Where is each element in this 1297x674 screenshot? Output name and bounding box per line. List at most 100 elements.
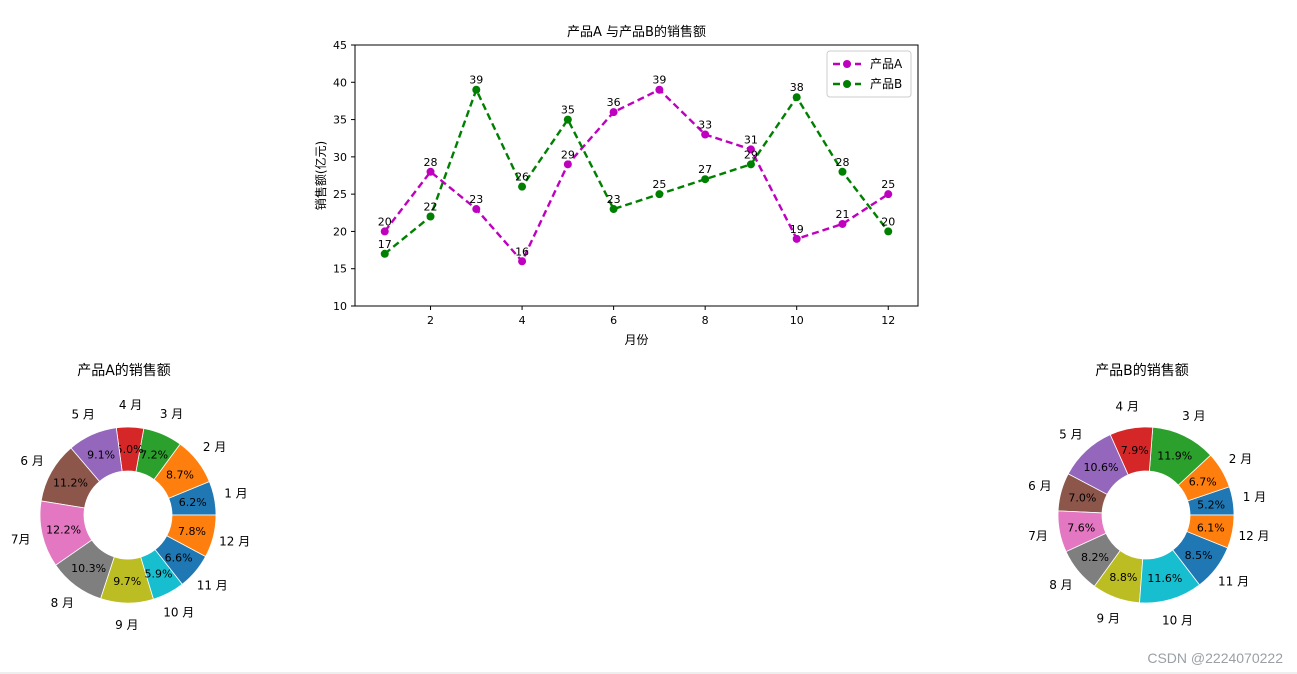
data-point bbox=[655, 85, 664, 94]
slice-category-label: 11 月 bbox=[1218, 575, 1249, 589]
slice-category-label: 12 月 bbox=[219, 535, 250, 549]
slice-percent-label: 11.6% bbox=[1147, 572, 1182, 585]
slice-percent-label: 9.7% bbox=[113, 575, 141, 588]
data-label: 26 bbox=[515, 171, 529, 184]
x-tick-label: 6 bbox=[610, 314, 617, 327]
data-point bbox=[563, 115, 572, 124]
data-point bbox=[884, 227, 893, 236]
slice-percent-label: 7.8% bbox=[178, 525, 206, 538]
slice-category-label: 6 月 bbox=[20, 454, 43, 468]
slice-percent-label: 7.6% bbox=[1067, 522, 1095, 535]
data-point bbox=[563, 160, 572, 169]
slice-category-label: 2 月 bbox=[203, 440, 226, 454]
data-label: 27 bbox=[698, 163, 712, 176]
slice-category-label: 10 月 bbox=[1162, 613, 1193, 627]
slice-category-label: 12 月 bbox=[1238, 529, 1269, 543]
data-point bbox=[518, 257, 527, 266]
slice-percent-label: 7.2% bbox=[140, 448, 168, 461]
slice-category-label: 3 月 bbox=[160, 407, 183, 421]
slice-percent-label: 7.9% bbox=[1121, 444, 1149, 457]
donut-slice bbox=[166, 514, 217, 558]
data-point bbox=[838, 219, 847, 228]
slice-percent-label: 10.6% bbox=[1083, 461, 1118, 474]
slice-percent-label: 8.2% bbox=[1081, 551, 1109, 564]
donut-chart-product-a: 产品A的销售额 6.2% 1 月 8.7% 2 月 7.2% 3 月 5.0% 4 月 9.1% 5… bbox=[11, 363, 250, 632]
page-bottom-divider bbox=[0, 672, 1297, 674]
data-point bbox=[426, 212, 435, 221]
slice-category-label: 7月 bbox=[11, 532, 31, 546]
slice-percent-label: 6.7% bbox=[1189, 475, 1217, 488]
slice-percent-label: 10.3% bbox=[71, 562, 106, 575]
data-label: 38 bbox=[790, 81, 804, 94]
slice-percent-label: 8.7% bbox=[166, 468, 194, 481]
y-tick-label: 30 bbox=[333, 151, 347, 164]
data-label: 28 bbox=[424, 156, 438, 169]
slice-category-label: 9 月 bbox=[1097, 611, 1120, 625]
data-point bbox=[655, 190, 664, 199]
data-label: 25 bbox=[652, 178, 666, 191]
slice-percent-label: 9.1% bbox=[87, 449, 115, 462]
data-label: 21 bbox=[835, 208, 849, 221]
slice-percent-label: 6.1% bbox=[1197, 522, 1225, 535]
data-point bbox=[609, 205, 618, 214]
legend-marker bbox=[843, 80, 851, 88]
slice-category-label: 5 月 bbox=[71, 408, 94, 422]
slice-category-label: 3 月 bbox=[1182, 409, 1205, 423]
slice-category-label: 1 月 bbox=[224, 487, 247, 501]
x-tick-label: 10 bbox=[790, 314, 804, 327]
data-label: 35 bbox=[561, 104, 575, 117]
donut-title: 产品B的销售额 bbox=[1095, 363, 1189, 379]
data-label: 36 bbox=[607, 96, 621, 109]
legend-marker bbox=[843, 60, 851, 68]
slice-category-label: 10 月 bbox=[163, 606, 194, 620]
legend: 产品A 产品B bbox=[826, 50, 912, 98]
data-point bbox=[472, 205, 481, 214]
slice-percent-label: 11.9% bbox=[1157, 450, 1192, 463]
slice-category-label: 11 月 bbox=[197, 579, 228, 593]
data-label: 31 bbox=[744, 133, 758, 146]
y-tick-label: 25 bbox=[333, 188, 347, 201]
watermark: CSDN @2224070222 bbox=[1147, 650, 1283, 666]
x-tick-label: 8 bbox=[702, 314, 709, 327]
data-point bbox=[701, 130, 710, 139]
data-label: 19 bbox=[790, 223, 804, 236]
slice-category-label: 6 月 bbox=[1028, 479, 1051, 493]
slice-percent-label: 6.6% bbox=[165, 551, 193, 564]
series-line-b bbox=[383, 86, 890, 255]
x-axis-label: 月份 bbox=[624, 333, 648, 347]
data-point bbox=[472, 85, 481, 94]
series-line-a bbox=[383, 88, 889, 264]
data-point bbox=[746, 145, 755, 154]
data-point bbox=[701, 175, 710, 184]
slice-percent-label: 7.0% bbox=[1068, 492, 1096, 505]
data-label: 22 bbox=[424, 201, 438, 214]
slice-percent-label: 8.8% bbox=[1109, 571, 1137, 584]
slice-percent-label: 6.2% bbox=[179, 496, 207, 509]
data-label: 25 bbox=[881, 178, 895, 191]
donut-chart-product-b: 产品B的销售额 5.2% 1 月 6.7% 2 月 11.9% 3 月 7.9% 4 月 10.6… bbox=[1028, 363, 1269, 627]
data-label: 33 bbox=[698, 118, 712, 131]
slice-category-label: 7月 bbox=[1028, 529, 1048, 543]
data-label: 28 bbox=[835, 156, 849, 169]
slice-category-label: 8 月 bbox=[51, 596, 74, 610]
y-tick-label: 40 bbox=[333, 76, 347, 89]
slice-percent-label: 5.2% bbox=[1197, 498, 1225, 511]
x-tick-label: 2 bbox=[427, 314, 434, 327]
slice-percent-label: 11.2% bbox=[53, 477, 88, 490]
data-label: 23 bbox=[607, 193, 621, 206]
x-tick-label: 12 bbox=[881, 314, 895, 327]
data-point bbox=[380, 249, 389, 258]
data-point bbox=[426, 167, 435, 176]
plot-frame bbox=[354, 44, 919, 307]
data-label: 29 bbox=[744, 148, 758, 161]
data-label: 20 bbox=[378, 215, 392, 228]
donut-title: 产品A的销售额 bbox=[77, 363, 171, 379]
legend-label: 产品B bbox=[870, 77, 902, 91]
x-tick-label: 4 bbox=[519, 314, 526, 327]
line-chart-title: 产品A 与产品B的销售额 bbox=[567, 24, 706, 40]
y-tick-label: 35 bbox=[333, 114, 347, 127]
slice-category-label: 5 月 bbox=[1059, 428, 1082, 442]
slice-category-label: 8 月 bbox=[1049, 578, 1072, 592]
data-label: 23 bbox=[469, 193, 483, 206]
